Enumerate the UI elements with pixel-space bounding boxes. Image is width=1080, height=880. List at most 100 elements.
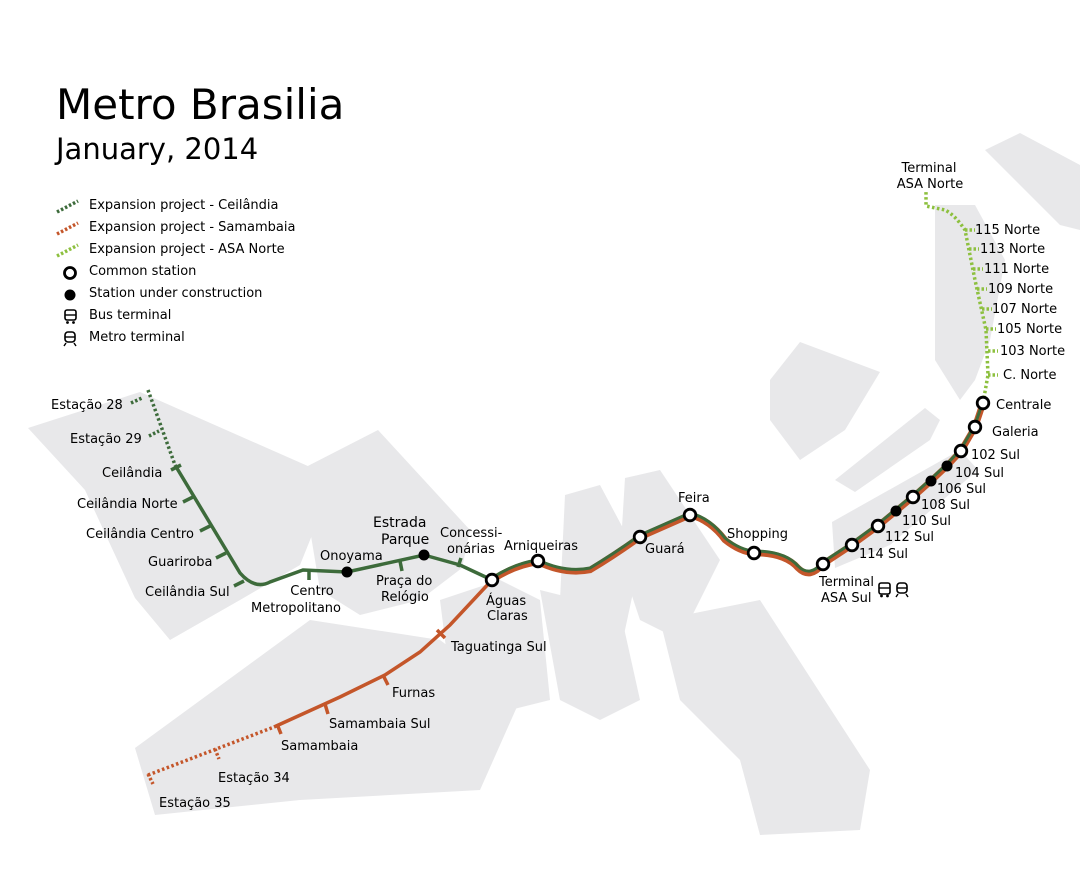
- tick-estacao-29: [148, 429, 160, 438]
- legend-item-expansion-asa-norte: Expansion project - ASA Norte: [56, 240, 376, 262]
- label-taguatinga-sul: Taguatinga Sul: [450, 640, 547, 655]
- station-114-sul[interactable]: [844, 537, 860, 553]
- label-centro-metropolitano-1: Centro: [290, 584, 333, 599]
- label-guara: Guará: [645, 542, 685, 557]
- tick-guariroba: [215, 551, 227, 560]
- district-areas: [28, 133, 1080, 835]
- tick-taguatinga-sul: [435, 628, 447, 640]
- district-taguatinga: [300, 430, 470, 615]
- station-102-sul[interactable]: [953, 443, 969, 459]
- legend-label: Metro terminal: [89, 330, 185, 345]
- label-estacao-34: Estação 34: [218, 771, 290, 786]
- ceilandia-expansion-track: [146, 389, 177, 466]
- station-aguas-claras[interactable]: [484, 572, 500, 588]
- legend-label: Expansion project - ASA Norte: [89, 242, 285, 257]
- station-terminal-asa-sul[interactable]: [815, 556, 831, 572]
- district-lago-sul-2: [835, 408, 940, 492]
- label-terminal-asa-sul-1: Terminal: [818, 575, 874, 590]
- common-stations: [484, 395, 991, 588]
- label-terminal-asa-norte-2: ASA Norte: [897, 177, 964, 192]
- label-105-norte: 105 Norte: [997, 322, 1062, 337]
- legend-item-expansion-ceilandia: Expansion project - Ceilândia: [56, 196, 376, 218]
- label-106-sul: 106 Sul: [937, 482, 986, 497]
- station-106-sul[interactable]: [925, 475, 937, 487]
- legend-label: Bus terminal: [89, 308, 172, 323]
- legend-label: Common station: [89, 264, 197, 279]
- label-estacao-28: Estação 28: [51, 398, 123, 413]
- label-guariroba: Guariroba: [148, 555, 212, 570]
- legend-item-under-construction: Station under construction: [56, 284, 376, 306]
- label-110-sul: 110 Sul: [902, 514, 951, 529]
- tick-ceilandia-centro: [199, 524, 211, 533]
- legend: Expansion project - Ceilândia Expansion …: [56, 196, 376, 350]
- label-concessionarias-1: Concessi-: [440, 526, 503, 541]
- station-shopping[interactable]: [746, 545, 762, 561]
- label-terminal-asa-sul-2: ASA Sul: [821, 591, 872, 606]
- ring-station-icon: [63, 266, 77, 280]
- dotted-line-orange-icon: [56, 221, 79, 236]
- map-title: Metro Brasilia: [56, 80, 345, 129]
- label-feira: Feira: [678, 491, 710, 506]
- tick-estacao-34: [213, 748, 221, 760]
- tick-samambaia-sul: [323, 703, 330, 715]
- district-park-way: [660, 600, 870, 835]
- tick-furnas: [381, 674, 390, 686]
- label-ceilandia-centro: Ceilândia Centro: [86, 527, 194, 542]
- label-estacao-35: Estação 35: [159, 796, 231, 811]
- station-ticks: [130, 228, 998, 785]
- train-icon: [63, 331, 77, 347]
- station-estrada-parque[interactable]: [418, 549, 430, 561]
- label-aguas-claras-1: Águas: [486, 593, 526, 609]
- metro-terminal-icon: [895, 582, 909, 598]
- bus-terminal-icon: [878, 582, 891, 598]
- tick-ceilandia-sul: [233, 579, 245, 588]
- label-107-norte: 107 Norte: [992, 302, 1057, 317]
- station-galeria[interactable]: [967, 419, 983, 435]
- label-centrale: Centrale: [996, 398, 1051, 413]
- label-113-norte: 113 Norte: [980, 242, 1045, 257]
- legend-item-common-station: Common station: [56, 262, 376, 284]
- station-centrale[interactable]: [975, 395, 991, 411]
- station-110-sul[interactable]: [905, 489, 921, 505]
- tick-ceilandia-norte: [182, 495, 194, 504]
- label-aguas-claras-2: Claras: [487, 609, 528, 624]
- station-feira[interactable]: [682, 507, 698, 523]
- green-line-west: [173, 464, 493, 587]
- legend-label: Station under construction: [89, 286, 263, 301]
- label-terminal-asa-norte-1: Terminal: [901, 161, 957, 176]
- label-samambaia-sul: Samambaia Sul: [329, 717, 431, 732]
- district-lago-norte: [985, 133, 1080, 230]
- label-praca-relogio-1: Praça do: [376, 574, 432, 589]
- legend-label: Expansion project - Ceilândia: [89, 198, 279, 213]
- label-estrada-parque-1: Estrada: [373, 515, 426, 531]
- dotted-line-dark-green-icon: [56, 199, 79, 214]
- label-concessionarias-2: onárias: [447, 542, 495, 557]
- dotted-line-light-green-icon: [56, 243, 79, 258]
- label-furnas: Furnas: [392, 686, 435, 701]
- district-asa-norte: [935, 205, 1005, 400]
- green-line-trunk: [491, 400, 985, 580]
- label-centro-metropolitano-2: Metropolitano: [251, 601, 341, 616]
- district-asa-sul: [832, 450, 978, 568]
- samambaia-expansion-track: [147, 725, 275, 777]
- label-arniqueiras: Arniqueiras: [504, 539, 578, 554]
- label-estacao-29: Estação 29: [70, 432, 142, 447]
- label-shopping: Shopping: [727, 527, 788, 542]
- tick-ceilandia: [170, 463, 182, 472]
- label-ceilandia-sul: Ceilândia Sul: [145, 585, 230, 600]
- tick-praca-relogio: [398, 560, 404, 572]
- tick-estacao-28: [130, 396, 143, 405]
- station-onoyama[interactable]: [341, 566, 353, 578]
- tick-estacao-35: [146, 773, 155, 785]
- station-guara[interactable]: [632, 529, 648, 545]
- label-estrada-parque-2: Parque: [381, 532, 429, 548]
- station-112-sul[interactable]: [870, 518, 886, 534]
- station-104-sul[interactable]: [941, 460, 953, 472]
- station-108-sul[interactable]: [890, 505, 902, 517]
- label-112-sul: 112 Sul: [885, 530, 934, 545]
- label-114-sul: 114 Sul: [859, 547, 908, 562]
- orange-line-west: [273, 578, 494, 729]
- tick-concessionarias: [456, 557, 463, 568]
- legend-item-metro-terminal: Metro terminal: [56, 328, 376, 350]
- station-arniqueiras[interactable]: [530, 553, 546, 569]
